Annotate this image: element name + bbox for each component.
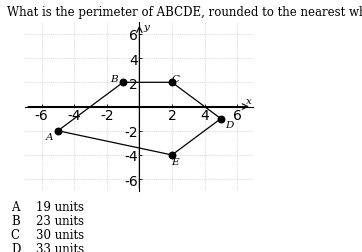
Text: 30 units: 30 units (36, 228, 84, 241)
Text: 33 units: 33 units (36, 242, 84, 252)
Text: y: y (143, 23, 149, 32)
Text: x: x (245, 97, 252, 106)
Point (120, 81, 126, 85)
Text: C: C (172, 74, 180, 83)
Text: E: E (171, 158, 179, 167)
Text: A: A (11, 200, 19, 213)
Text: D: D (11, 242, 20, 252)
Point (169, 81, 175, 85)
Text: What is the perimeter of ABCDE, rounded to the nearest whole number?: What is the perimeter of ABCDE, rounded … (7, 6, 362, 19)
Text: D: D (226, 120, 234, 129)
Text: A: A (46, 132, 54, 141)
Point (55, 129, 61, 133)
Text: 19 units: 19 units (36, 200, 84, 213)
Point (169, 153, 175, 157)
Point (218, 117, 224, 121)
Text: B: B (110, 74, 118, 83)
Text: 23 units: 23 units (36, 214, 84, 227)
Text: B: B (11, 214, 20, 227)
Text: C: C (11, 228, 20, 241)
